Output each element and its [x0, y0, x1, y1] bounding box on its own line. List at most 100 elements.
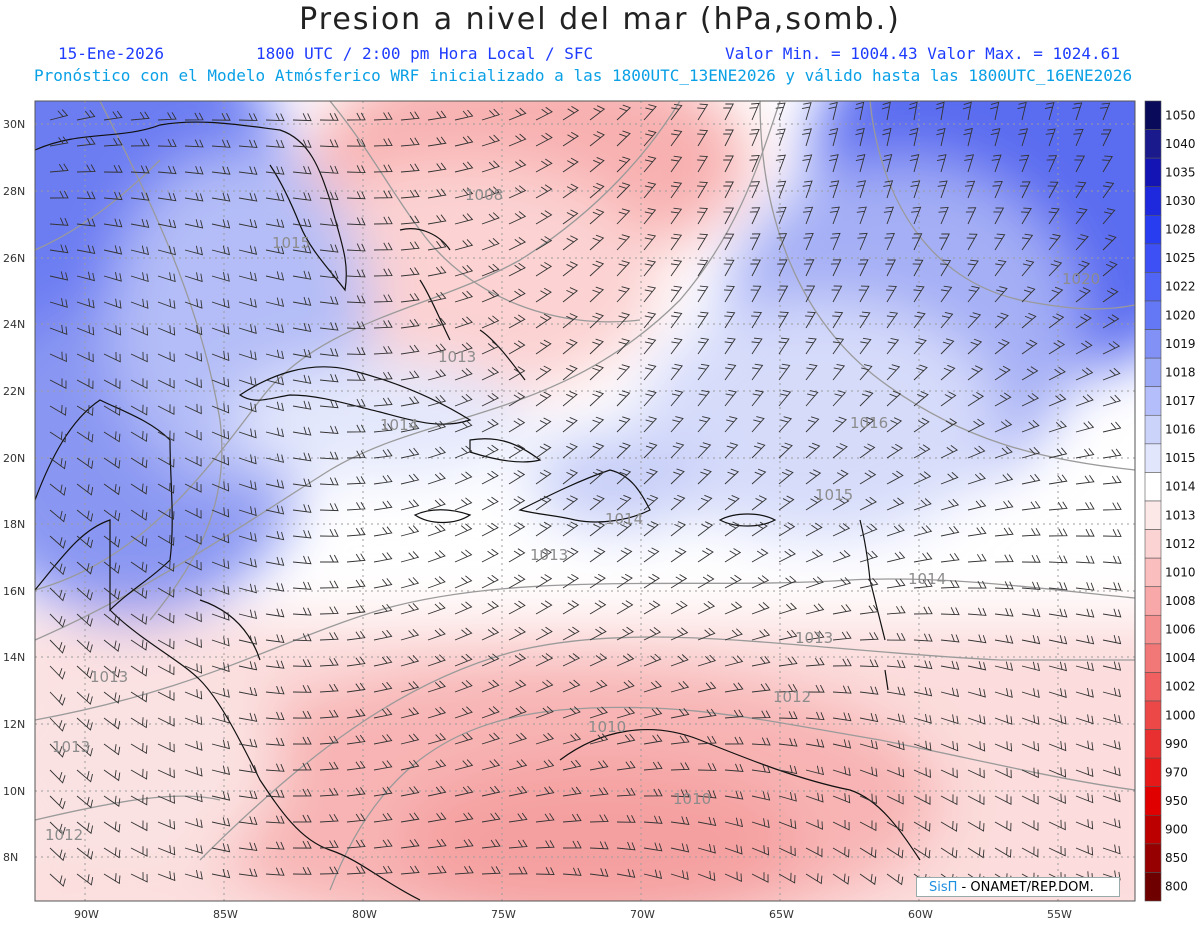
wind-barb — [643, 104, 657, 121]
wind-barb — [1075, 475, 1095, 485]
wind-barb — [400, 525, 420, 537]
wind-barb — [508, 366, 526, 381]
wind-barb — [157, 404, 175, 416]
wind-barb — [1075, 582, 1095, 591]
wind-barb — [319, 735, 339, 745]
wind-barb — [238, 454, 257, 465]
wind-barb — [805, 390, 819, 407]
wind-barb — [373, 500, 393, 511]
wind-barb — [184, 192, 204, 202]
wind-barb — [292, 840, 312, 849]
lat-label: 14N — [3, 651, 25, 664]
wind-barb — [697, 627, 716, 641]
wind-barb — [994, 500, 1014, 511]
wind-barb — [1102, 502, 1122, 511]
wind-barb — [238, 532, 257, 542]
wind-barb — [454, 213, 474, 225]
wind-barb — [211, 298, 230, 309]
wind-barb — [967, 445, 986, 459]
legend-label: 1040 — [1165, 137, 1196, 151]
legend-swatch — [1144, 357, 1162, 388]
wind-barb — [103, 587, 121, 600]
wind-barb — [49, 665, 66, 680]
legend-label: 950 — [1165, 794, 1188, 808]
wind-barb — [778, 442, 793, 459]
wind-barb — [697, 843, 716, 854]
wind-barb — [562, 732, 582, 745]
wind-barb — [427, 602, 446, 615]
wind-barb — [670, 600, 688, 615]
wind-barb — [508, 237, 527, 251]
wind-barb — [562, 706, 581, 719]
wind-barb — [292, 426, 312, 436]
wind-barb — [778, 872, 796, 884]
wind-barb — [859, 712, 879, 723]
wind-barb — [292, 218, 312, 228]
wind-barb — [828, 128, 839, 147]
wind-barb — [481, 108, 501, 121]
wind-barb — [373, 294, 393, 303]
wind-barb — [319, 554, 339, 563]
wind-barb — [778, 522, 796, 537]
wind-barb — [724, 709, 744, 719]
wind-barb — [508, 626, 526, 641]
wind-barb — [802, 154, 813, 173]
wind-barb — [723, 155, 734, 173]
wind-barb — [400, 241, 420, 251]
wind-barb — [319, 606, 339, 615]
wind-barb — [670, 233, 683, 251]
wind-barb — [535, 287, 552, 303]
wind-barb — [184, 403, 202, 415]
wind-barb — [211, 350, 230, 362]
wind-barb — [211, 533, 230, 544]
wind-barb — [427, 550, 446, 563]
wind-barb — [454, 290, 474, 303]
wind-barb — [883, 180, 894, 199]
wind-barb — [670, 816, 690, 825]
wind-barb — [76, 769, 93, 783]
wind-barb — [373, 397, 393, 407]
wind-barb — [184, 611, 202, 623]
wind-barb — [643, 442, 658, 459]
wind-barb — [832, 712, 852, 722]
wind-barb — [427, 838, 447, 849]
wind-barb — [832, 469, 849, 485]
wind-barb — [751, 791, 771, 801]
wind-barb — [1102, 260, 1118, 277]
legend-swatch — [1144, 100, 1162, 130]
wind-barb — [400, 733, 420, 745]
wind-barb — [859, 470, 877, 485]
wind-barb — [616, 787, 636, 797]
wind-barb — [184, 663, 203, 674]
wind-barb — [965, 180, 976, 199]
wind-barb — [994, 581, 1014, 590]
wind-barb — [346, 708, 366, 719]
wind-barb — [49, 873, 66, 887]
wind-barb — [76, 639, 93, 653]
wind-barb — [157, 482, 175, 494]
wind-barb — [616, 390, 631, 407]
isobar-label: 1013 — [530, 546, 568, 564]
isobar-label: 1012 — [773, 688, 811, 706]
wind-barb — [481, 627, 500, 641]
wind-barb — [373, 734, 393, 745]
wind-barb — [103, 873, 121, 885]
wind-barb — [1048, 474, 1068, 485]
wind-barb — [859, 632, 879, 641]
legend-swatch — [1144, 729, 1162, 759]
wind-barb — [292, 192, 312, 201]
wind-barb — [319, 425, 339, 434]
wind-barb — [1075, 207, 1088, 225]
wind-barb — [940, 847, 958, 859]
wind-barb — [616, 208, 631, 225]
legend-swatch — [1144, 443, 1162, 473]
wind-barb — [76, 795, 93, 809]
legend-swatch — [1144, 672, 1162, 702]
wind-barb — [778, 818, 797, 830]
legend-label: 1006 — [1165, 623, 1196, 637]
wind-barb — [562, 786, 582, 797]
wind-barb — [1048, 393, 1067, 407]
isobar-label: 1012 — [45, 826, 83, 844]
wind-barb — [481, 315, 500, 329]
wind-barb — [751, 764, 771, 774]
